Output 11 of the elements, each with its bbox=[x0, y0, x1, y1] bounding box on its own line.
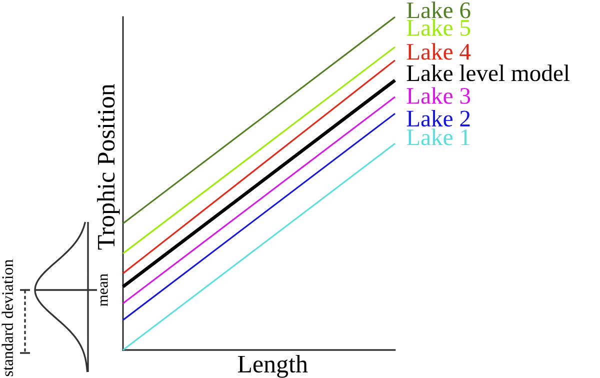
series-label: Lake 4 bbox=[406, 43, 471, 60]
series-label: Lake 5 bbox=[406, 19, 470, 36]
series-label: Lake level model bbox=[406, 64, 570, 82]
annotation: standard deviation bbox=[2, 259, 13, 376]
series-label: Lake 1 bbox=[406, 128, 470, 146]
y-axis-title: Trophic Position bbox=[97, 84, 120, 250]
series-label: Lake 3 bbox=[406, 87, 470, 104]
series-label: Lake 6 bbox=[406, 2, 470, 18]
x-axis-title: Length bbox=[238, 354, 308, 378]
series-label: Lake 2 bbox=[406, 110, 470, 127]
annotation: mean bbox=[100, 274, 108, 306]
